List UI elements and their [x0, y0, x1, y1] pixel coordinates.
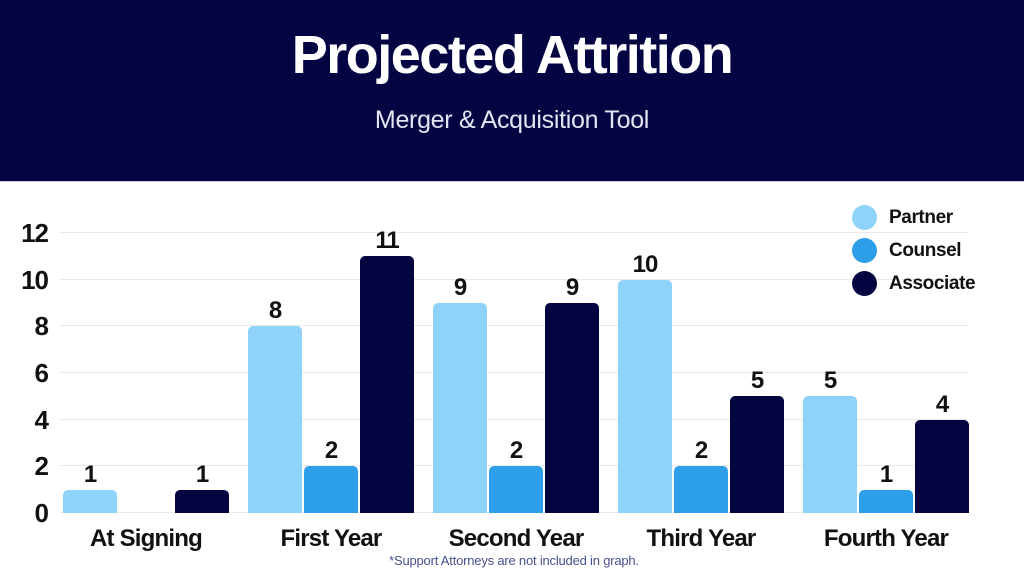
- bar-value-label: 4: [935, 391, 949, 418]
- bar-value-label: 9: [453, 274, 467, 301]
- x-axis-category-label: Third Year: [646, 525, 757, 552]
- y-axis-tick-label: 10: [21, 264, 49, 295]
- bar-value-label: 1: [195, 461, 209, 488]
- bar-associate-first-year: [360, 256, 414, 513]
- y-axis-tick-label: 4: [34, 404, 49, 435]
- bar-partner-third-year: [618, 280, 672, 513]
- bar-associate-second-year: [545, 303, 599, 513]
- y-axis: 0 2 4 6 8 10 12: [0, 220, 49, 526]
- bar-counsel-second-year: [489, 466, 543, 513]
- gridline-y-6: [60, 372, 968, 373]
- chart-section: 0 2 4 6 8 10 12 1 1 At Signing 8 2 11 First Year 9 2 9 S…: [0, 182, 1024, 576]
- bar-counsel-fourth-year: [859, 490, 913, 513]
- bar-counsel-first-year: [304, 466, 358, 513]
- bar-value-label: 5: [823, 367, 837, 394]
- bar-partner-fourth-year: [803, 396, 857, 513]
- x-axis-category-label: At Signing: [90, 525, 203, 552]
- legend-swatch-counsel-icon: [852, 238, 877, 263]
- bar-value-label: 5: [750, 367, 764, 394]
- legend-label: Associate: [889, 272, 976, 294]
- bar-chart-plot: 1 1 At Signing 8 2 11 First Year 9 2 9 Second Year…: [60, 228, 969, 552]
- bar-value-label: 1: [879, 461, 893, 488]
- chart-legend: Partner Counsel Associate: [852, 205, 976, 304]
- legend-swatch-partner-icon: [852, 205, 877, 230]
- x-axis-category-label: First Year: [280, 525, 383, 552]
- page-subtitle: Merger & Acquisition Tool: [374, 106, 650, 134]
- legend-item-partner: Partner: [852, 205, 975, 230]
- legend-item-counsel: Counsel: [852, 238, 975, 263]
- page-title: Projected Attrition: [291, 25, 734, 85]
- bar-associate-at-signing: [175, 490, 229, 513]
- bar-value-label: 1: [83, 461, 97, 488]
- gridline-y-10: [60, 278, 968, 280]
- bar-value-label: 2: [324, 437, 338, 464]
- bar-value-label: 2: [509, 437, 523, 464]
- y-axis-tick-label: 12: [21, 218, 49, 248]
- bar-value-label: 10: [632, 251, 659, 278]
- legend-item-associate: Associate: [852, 271, 976, 296]
- bar-partner-at-signing: [63, 490, 117, 513]
- gridline-y-2: [60, 465, 968, 467]
- bar-value-label: 11: [375, 227, 399, 254]
- y-axis-tick-label: 8: [34, 311, 49, 342]
- y-axis-tick-label: 0: [34, 498, 49, 528]
- bar-associate-third-year: [730, 396, 784, 513]
- bar-value-label: 9: [565, 274, 579, 301]
- bar-partner-first-year: [248, 326, 302, 513]
- gridline-y-8: [60, 325, 968, 327]
- header-band: Projected Attrition Merger & Acquisition…: [0, 0, 1024, 182]
- bar-partner-second-year: [433, 303, 487, 513]
- gridline-y-4: [60, 418, 968, 420]
- y-axis-tick-label: 6: [34, 358, 49, 388]
- bar-value-label: 2: [694, 437, 708, 464]
- bar-associate-fourth-year: [915, 420, 969, 513]
- chart-footnote: *Support Attorneys are not included in g…: [389, 553, 639, 568]
- legend-label: Partner: [889, 206, 953, 228]
- legend-label: Counsel: [889, 239, 962, 261]
- x-axis-category-label: Fourth Year: [823, 525, 949, 552]
- legend-swatch-associate-icon: [852, 271, 877, 296]
- gridline-y-12: [60, 232, 968, 233]
- bar-counsel-third-year: [674, 466, 728, 513]
- bar-value-label: 8: [268, 297, 282, 324]
- x-axis-category-label: Second Year: [448, 525, 585, 552]
- y-axis-tick-label: 2: [34, 451, 49, 482]
